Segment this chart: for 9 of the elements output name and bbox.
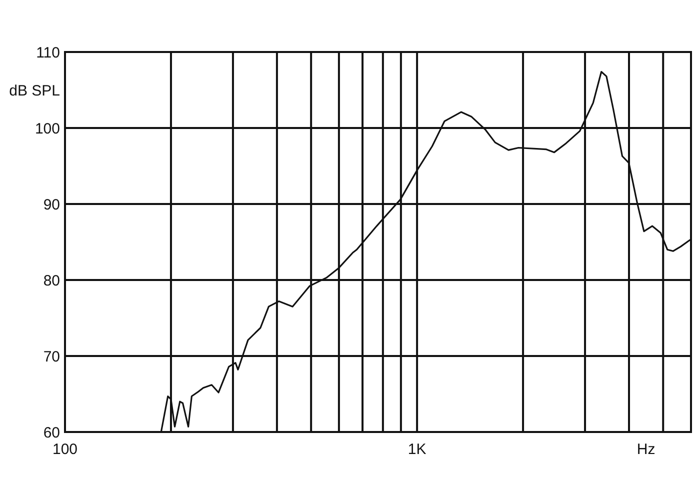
x-tick-label: 1K [408, 441, 426, 458]
y-tick-label: 70 [43, 348, 60, 366]
y-axis-title: dB SPL [9, 82, 60, 100]
y-tick-label: 110 [36, 44, 60, 62]
x-axis-title: Hz [636, 441, 656, 458]
y-tick-label: 80 [43, 272, 60, 290]
y-tick-label: 60 [43, 424, 60, 442]
y-tick-label: 90 [43, 196, 60, 214]
y-tick-label: 100 [34, 120, 60, 138]
